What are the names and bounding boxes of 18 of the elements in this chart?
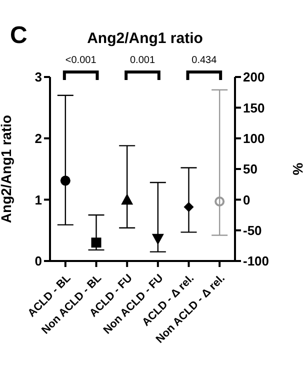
y2-tick-label: -50 (243, 222, 262, 238)
y2-tick-label: 150 (243, 100, 265, 116)
y-tick-label: 1 (34, 192, 42, 208)
y-axis-title: Ang2/Ang1 ratio (0, 114, 14, 224)
y-tick-label: 3 (34, 70, 42, 85)
text: 0.434 (192, 55, 218, 66)
y2-tick-label: -100 (243, 254, 270, 269)
y-tick-label: 2 (34, 130, 42, 146)
y2-tick-label: 0 (243, 192, 250, 208)
y2-tick-label: 100 (243, 130, 265, 146)
text: <0.001 (65, 55, 97, 66)
text: C (10, 22, 28, 50)
chart-title: Ang2/Ang1 ratio (86, 30, 204, 47)
y2-tick-label: 200 (243, 70, 265, 85)
y-tick-label: 0 (34, 254, 42, 269)
text: 0.001 (130, 55, 156, 66)
y2-axis-title: % (290, 162, 306, 176)
y2-tick-label: 50 (243, 162, 258, 177)
